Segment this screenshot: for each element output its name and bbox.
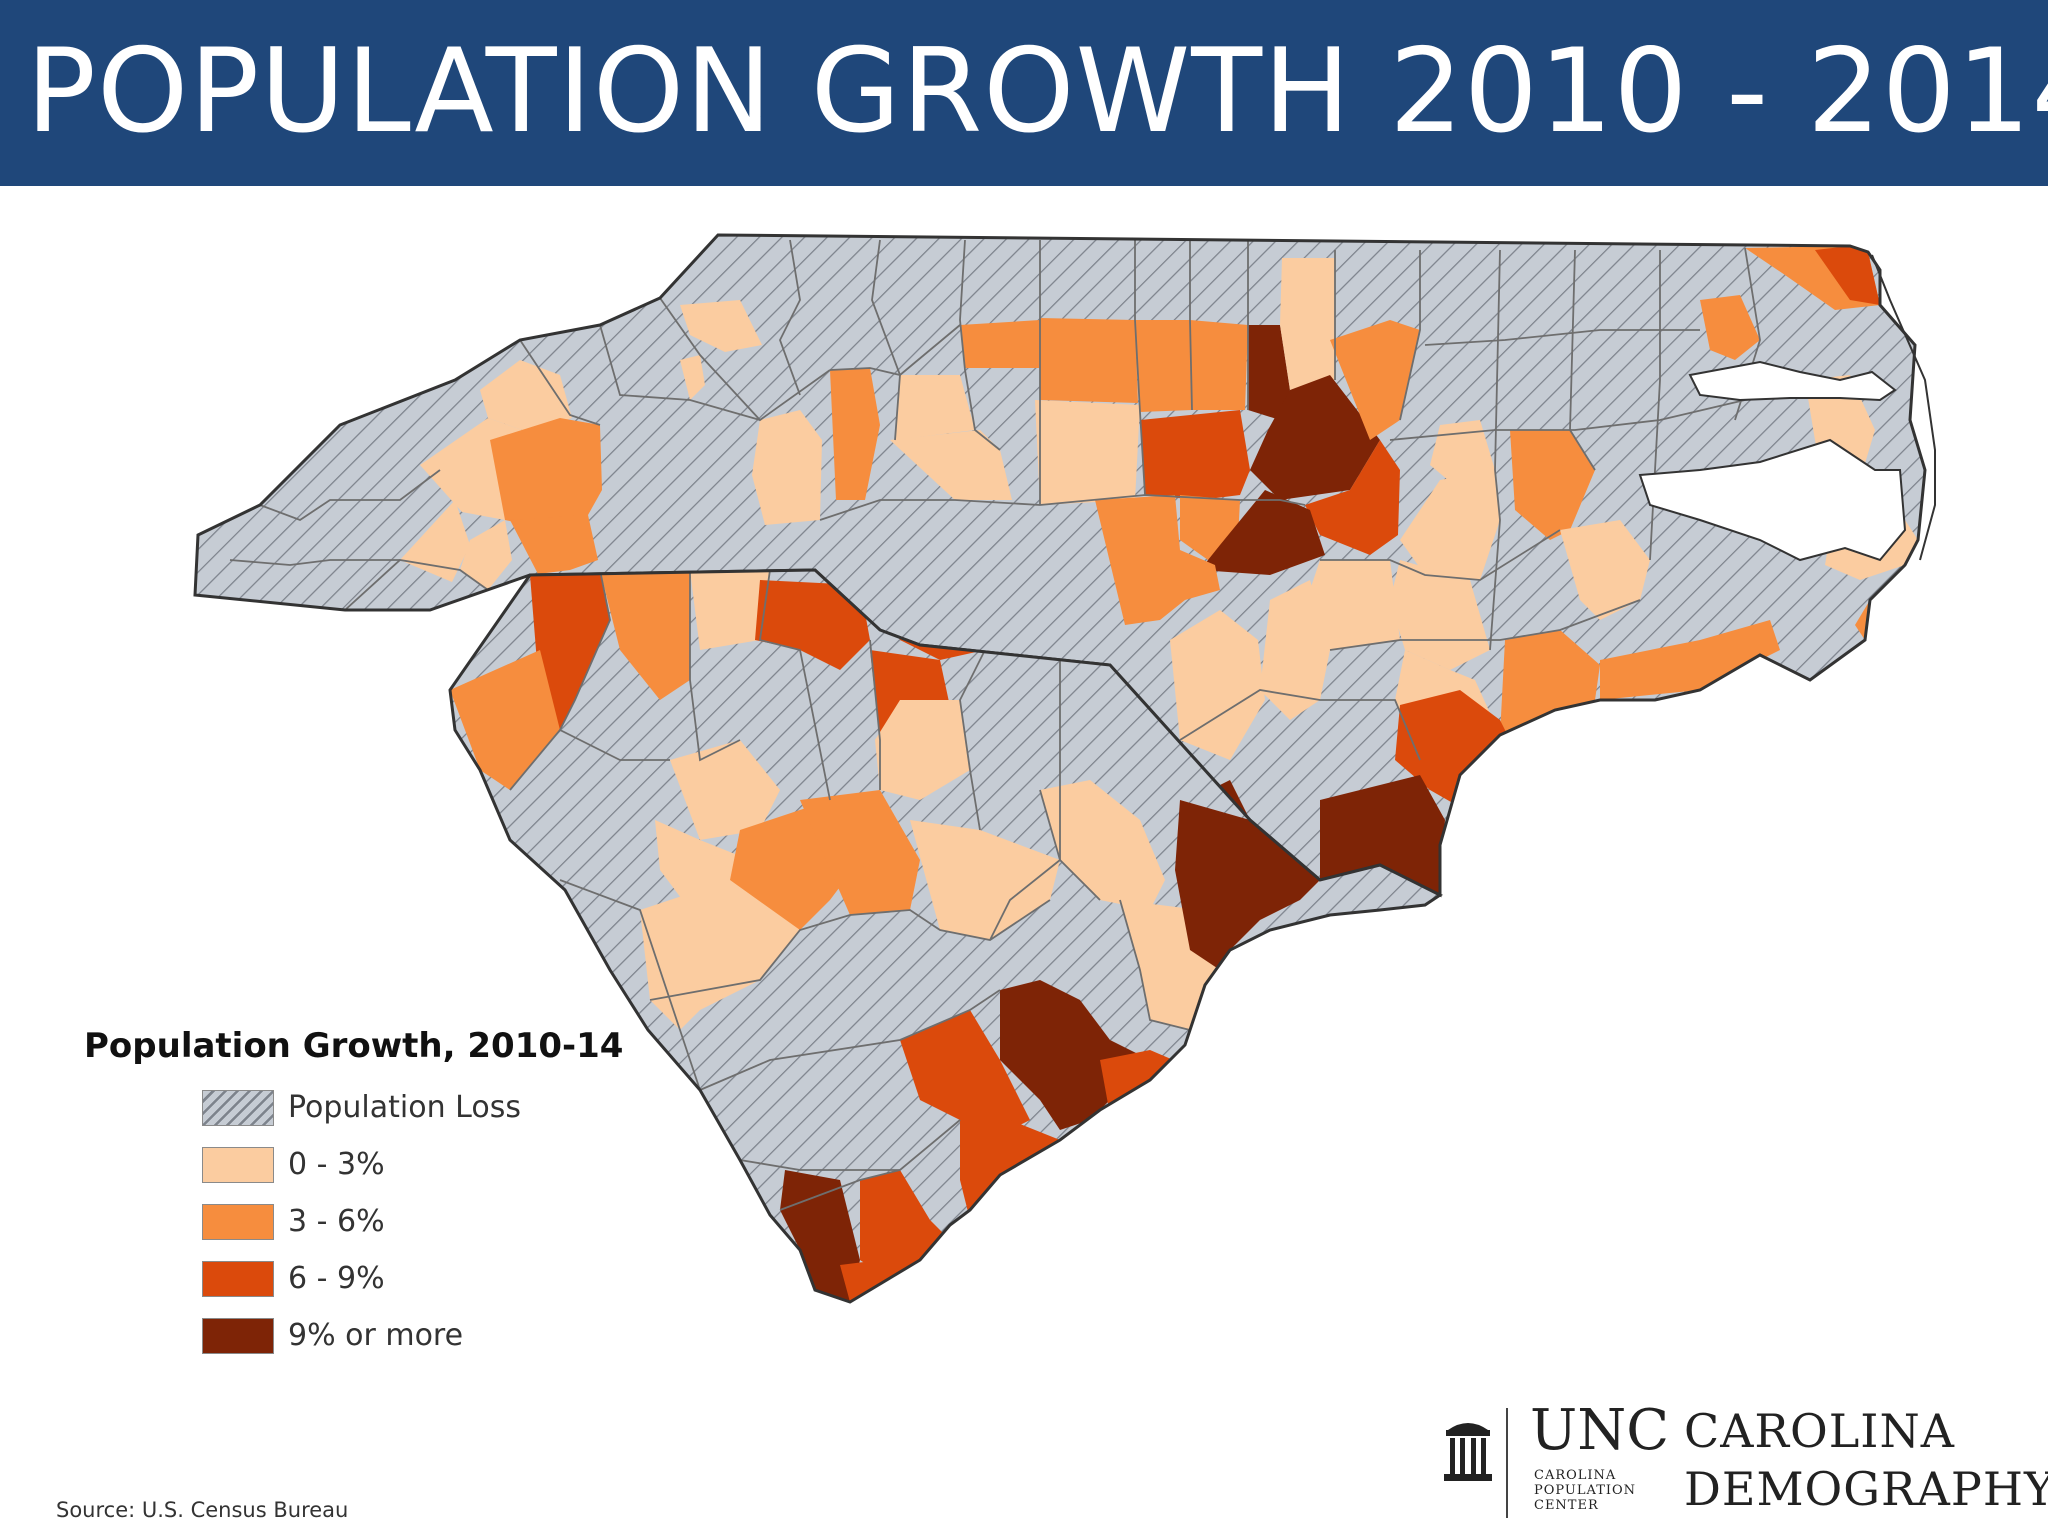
logo-center-line: POPULATION	[1534, 1483, 1637, 1498]
county-growth-3-6	[1700, 295, 1760, 360]
county-growth-0-3	[890, 430, 1012, 500]
county-growth-0-3	[400, 500, 470, 582]
county-growth-9-plus	[1250, 375, 1380, 500]
source-note: Source: U.S. Census Bureau	[56, 1498, 349, 1522]
county-growth-0-3	[1170, 610, 1265, 760]
county-growth-0-3	[640, 880, 800, 1030]
logo-unc-text: UNC	[1530, 1398, 1670, 1463]
county-growth-3-6	[1330, 320, 1420, 440]
legend-swatch-hatched	[202, 1090, 274, 1126]
county-growth-6-9	[1140, 410, 1250, 500]
page-title: POPULATION GROWTH 2010 - 2014	[26, 24, 2048, 159]
county-growth-3-6	[600, 570, 690, 700]
county-growth-0-3	[1390, 560, 1490, 670]
legend-label: Population Loss	[288, 1090, 521, 1125]
county-growth-0-3	[1035, 400, 1140, 505]
old-well-icon	[1444, 1423, 1492, 1481]
county-growth-0-3	[1430, 420, 1495, 490]
outer-banks	[1871, 254, 1936, 561]
legend-swatch	[202, 1261, 274, 1297]
county-growth-6-9	[1815, 246, 1880, 305]
county-growth-3-6	[1190, 320, 1248, 410]
county-growth-0-3	[1300, 560, 1400, 650]
legend-row: Population Loss	[202, 1090, 602, 1130]
nc-counties	[400, 246, 1918, 895]
county-growth-3-6	[1600, 620, 1780, 700]
county-growth-3-6	[490, 418, 602, 528]
county-growth-9-plus	[1175, 800, 1320, 970]
logo-demography-text: DEMOGRAPHY	[1684, 1462, 2048, 1516]
county-growth-3-6	[1500, 630, 1600, 735]
county-growth-0-3	[680, 300, 762, 352]
county-growth-0-3	[1400, 470, 1500, 580]
county-growth-0-3	[875, 700, 970, 800]
logo-center-text: CAROLINA POPULATION CENTER	[1534, 1468, 1636, 1513]
county-growth-0-3	[910, 820, 1060, 940]
legend-label: 3 - 6%	[288, 1204, 385, 1239]
county-growth-3-6	[1510, 430, 1595, 540]
sc-state-outline	[448, 568, 1443, 1304]
county-growth-3-6	[1040, 318, 1138, 403]
map-legend: Population Growth, 2010-14 Population Lo…	[84, 1026, 624, 1354]
county-growth-0-3	[1040, 780, 1165, 910]
logo-center-line: CENTER	[1534, 1498, 1599, 1513]
county-growth-0-3	[670, 740, 780, 840]
legend-row: 9% or more	[202, 1318, 602, 1358]
county-growth-0-3	[690, 570, 770, 650]
county-growth-0-3	[1560, 520, 1650, 620]
county-growth-0-3	[680, 355, 705, 400]
logo-divider	[1506, 1408, 1508, 1518]
legend-row: 3 - 6%	[202, 1204, 602, 1244]
county-growth-0-3	[895, 375, 975, 440]
logo-center-line: CAROLINA	[1534, 1468, 1617, 1483]
county-growth-3-6	[450, 650, 560, 790]
county-growth-3-6	[800, 790, 920, 915]
county-growth-0-3	[480, 360, 572, 432]
county-growth-3-6	[960, 320, 1040, 368]
county-growth-9-plus	[1248, 325, 1290, 420]
nc-county-borders	[229, 239, 1831, 761]
legend-label: 9% or more	[288, 1318, 464, 1353]
county-growth-3-6	[1095, 495, 1220, 625]
county-growth-9-plus	[1320, 775, 1445, 895]
legend-row: 6 - 9%	[202, 1261, 602, 1301]
county-growth-6-9	[755, 580, 870, 670]
county-growth-6-9	[900, 1010, 1030, 1140]
county-growth-6-9	[1305, 440, 1400, 555]
county-growth-6-9	[840, 1260, 890, 1302]
title-bar: POPULATION GROWTH 2010 - 2014	[0, 0, 2048, 186]
county-growth-9-plus	[1200, 490, 1325, 575]
carolina-demography-logo: UNC CAROLINA POPULATION CENTER CAROLINA …	[1434, 1398, 2048, 1524]
county-growth-0-3	[1260, 580, 1330, 720]
legend-label: 0 - 3%	[288, 1147, 385, 1182]
legend-title: Population Growth, 2010-14	[84, 1026, 624, 1066]
legend-swatch	[202, 1147, 274, 1183]
county-growth-0-3	[752, 410, 822, 525]
county-growth-0-3	[1280, 258, 1335, 390]
county-growth-3-6	[1135, 320, 1192, 412]
albemarle-sound	[1688, 360, 1897, 402]
county-growth-6-9	[1395, 690, 1520, 810]
legend-swatch	[202, 1204, 274, 1240]
legend-swatch	[202, 1318, 274, 1354]
legend-row: 0 - 3%	[202, 1147, 602, 1187]
nc-state-outline	[193, 233, 1927, 898]
county-growth-3-6	[830, 368, 880, 500]
county-growth-0-3	[460, 520, 512, 590]
logo-carolina-text: CAROLINA	[1684, 1404, 1955, 1458]
legend-label: 6 - 9%	[288, 1261, 385, 1296]
north-carolina-map	[193, 233, 1936, 898]
county-growth-3-6	[510, 515, 598, 574]
pamlico-sound	[1638, 438, 1907, 562]
